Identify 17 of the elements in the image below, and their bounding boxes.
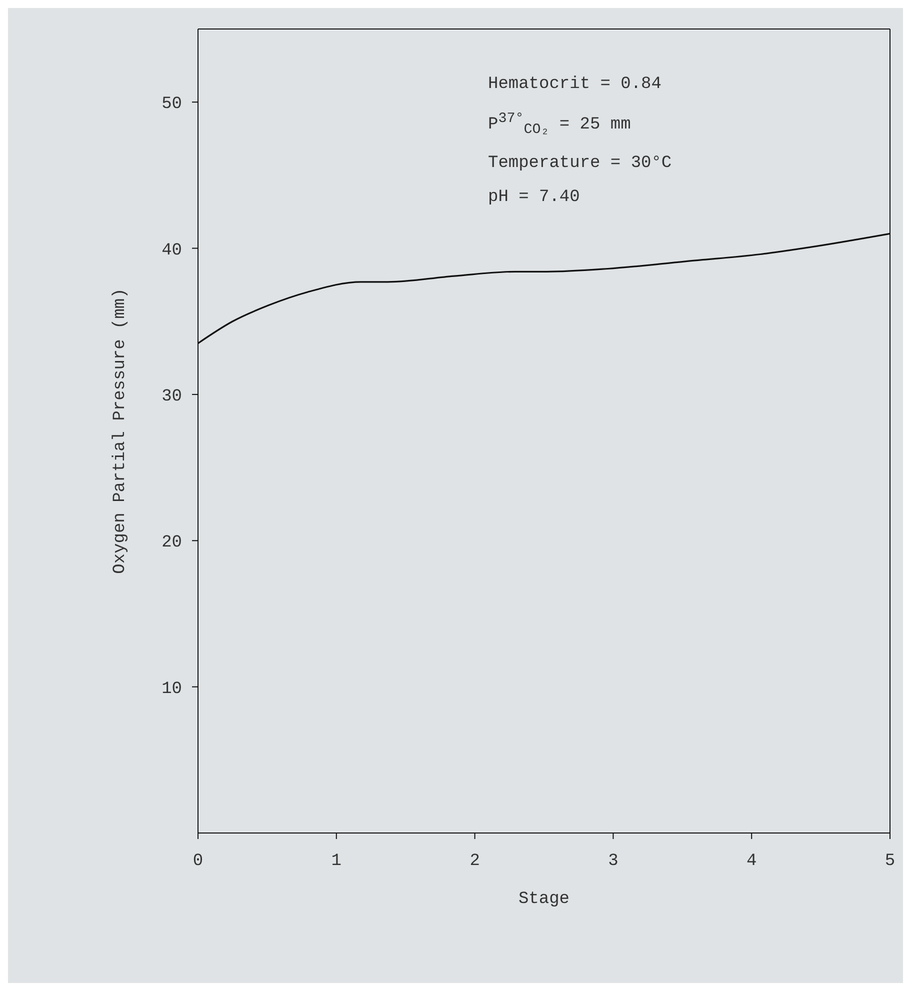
y-tick-label: 30 (162, 387, 182, 406)
y-axis-title: Oxygen Partial Pressure (mm) (111, 288, 130, 574)
y-tick-label: 20 (162, 534, 182, 553)
x-tick-label: 4 (746, 852, 757, 872)
x-tick-label: 0 (192, 852, 204, 872)
x-tick-label: 2 (470, 852, 480, 872)
x-tick-label: 5 (884, 852, 896, 872)
y-tick-label: 50 (162, 95, 182, 114)
annotation: pH = 7.40 (488, 187, 581, 210)
annotation: P$^{37°}$$_{CO₂}$ = 25 mm (488, 110, 632, 140)
x-tick-label: 1 (331, 852, 342, 872)
annotation: Hematocrit = 0.84 (488, 74, 662, 96)
x-tick-label: 3 (608, 852, 618, 872)
y-tick-label: 10 (162, 680, 182, 699)
x-axis-title: Stage (518, 890, 570, 909)
y-tick-label: 40 (162, 241, 182, 260)
annotation: Temperature = 30°C (488, 153, 672, 176)
